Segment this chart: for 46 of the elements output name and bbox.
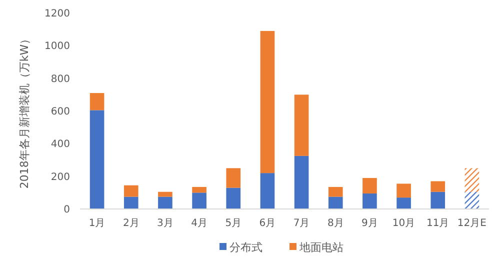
x-tick-label: 12月E: [457, 218, 486, 229]
y-tick-label: 600: [50, 106, 70, 118]
y-tick-label: 200: [50, 172, 70, 183]
bar: [294, 94, 309, 156]
y-tick-label: 0: [64, 204, 70, 216]
bar: [158, 192, 172, 197]
y-tick-label: 1000: [44, 41, 70, 52]
x-tick-label: 8月: [327, 218, 344, 229]
bar: [396, 198, 411, 209]
x-tick-label: 7月: [293, 218, 310, 229]
y-tick-label: 400: [50, 139, 70, 150]
bar: [226, 168, 241, 188]
x-tick-label: 1月: [88, 218, 106, 229]
bar: [328, 186, 343, 197]
bar: [328, 196, 343, 209]
bar: [124, 185, 138, 197]
bar: [464, 168, 480, 192]
bar: [192, 186, 206, 193]
bar: [260, 30, 275, 174]
bar: [396, 184, 411, 198]
bar: [90, 110, 104, 209]
bar: [260, 173, 275, 209]
bar: [158, 196, 172, 209]
bar: [124, 196, 138, 209]
x-tick-label: 9月: [362, 218, 378, 229]
x-tick-label: 6月: [259, 218, 276, 229]
x-tick-label: 4月: [191, 218, 208, 229]
x-tick-label: 11月: [426, 218, 450, 229]
bar: [362, 193, 377, 209]
bar: [192, 192, 206, 209]
x-tick-label: 3月: [157, 218, 174, 229]
bar: [90, 93, 104, 110]
bar: [430, 181, 446, 192]
bar: [226, 188, 241, 209]
bar: [294, 156, 309, 209]
legend-label: 地面电站: [298, 240, 344, 254]
x-tick-label: 2月: [122, 218, 140, 229]
y-tick-label: 800: [50, 74, 70, 85]
x-tick-label: 10月: [392, 218, 416, 229]
y-axis-title: 2018年各月新增装机（万kW）: [18, 33, 31, 189]
x-tick-label: 5月: [225, 218, 242, 229]
legend-label: 分布式: [230, 240, 262, 254]
bar: [362, 178, 377, 194]
bar: [430, 192, 446, 209]
y-tick-label: 1200: [44, 8, 70, 20]
bar: [464, 192, 480, 209]
